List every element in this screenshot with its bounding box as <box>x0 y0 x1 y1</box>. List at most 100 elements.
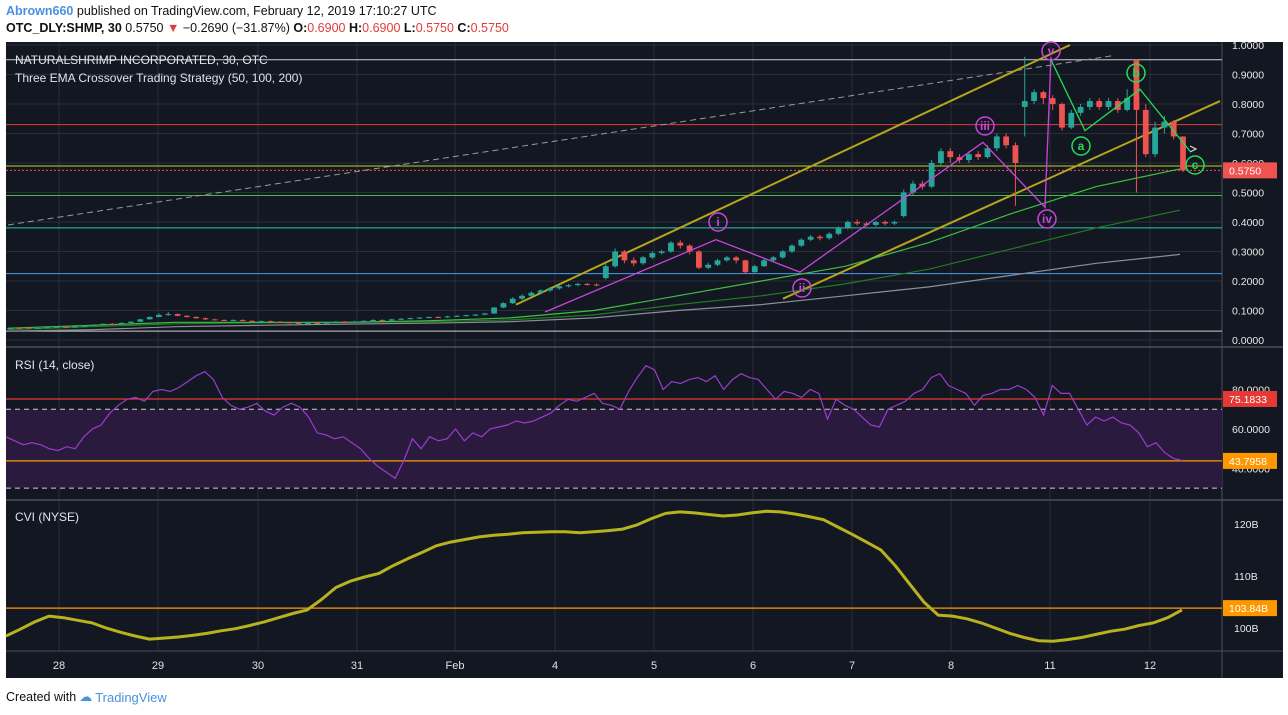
candle-14 <box>137 318 144 323</box>
candle-11 <box>109 323 116 325</box>
candle-body-46 <box>435 316 442 318</box>
candle-75 <box>705 262 712 270</box>
candle-body-45 <box>426 316 432 318</box>
wave-label-iv: iv <box>1042 212 1052 226</box>
last-price: 0.5750 <box>125 21 164 35</box>
candle-123 <box>1152 121 1158 158</box>
candle-108 <box>1012 142 1019 206</box>
cvi-last-tag <box>1223 600 1277 617</box>
candle-body-12 <box>118 322 125 325</box>
ema100-line <box>7 209 1181 331</box>
candle-38 <box>360 320 367 323</box>
candle-body-47 <box>444 316 451 318</box>
cvi-last-tag-text: 103.84B <box>1229 603 1268 615</box>
candle-93 <box>872 220 879 227</box>
candle-body-43 <box>407 318 414 320</box>
candle-41 <box>388 318 395 322</box>
candle-body-24 <box>230 319 237 321</box>
candle-body-5 <box>53 326 60 328</box>
candle-113 <box>1059 102 1065 131</box>
cvi-pane: 120B 110B 100B 103.84B <box>5 509 1277 643</box>
candle-63 <box>593 283 600 287</box>
candle-body-74 <box>696 251 702 268</box>
candle-8 <box>81 325 88 327</box>
author-link[interactable]: Abrown660 <box>6 4 74 18</box>
ema-lines <box>7 168 1181 332</box>
low-label: L: <box>403 21 416 35</box>
candle-88 <box>826 232 833 240</box>
candle-body-6 <box>62 326 69 328</box>
candle-64 <box>602 263 609 280</box>
price-tick-3: 0.7000 <box>1232 129 1264 141</box>
candle-body-57 <box>537 290 544 293</box>
candle-110 <box>1031 89 1037 104</box>
cvi-line <box>5 509 1183 643</box>
candle-body-9 <box>90 324 97 326</box>
candle-body-81 <box>761 260 767 267</box>
abc-arrow-icon <box>1189 145 1198 153</box>
candle-24 <box>230 319 237 322</box>
candle-body-33 <box>314 322 321 324</box>
candle-body-110 <box>1031 92 1037 102</box>
candle-125 <box>1170 120 1177 140</box>
candle-body-75 <box>705 264 712 268</box>
candle-body-34 <box>323 322 330 324</box>
candle-body-112 <box>1049 98 1056 104</box>
candle-body-22 <box>211 319 218 321</box>
tradingview-logo-icon: ☁ <box>79 689 93 704</box>
candle-body-35 <box>332 321 339 323</box>
candle-body-90 <box>844 222 851 228</box>
candle-17 <box>165 311 172 316</box>
candle-body-42 <box>398 318 404 320</box>
time-axis[interactable]: 28 29 30 31 Feb 4 5 6 7 8 11 12 <box>53 660 1156 672</box>
price-tick-9: 0.1000 <box>1232 306 1264 318</box>
candle-body-65 <box>612 251 619 267</box>
last-price-tag-text: 0.5750 <box>1229 165 1261 177</box>
tradingview-link[interactable]: TradingView <box>95 689 167 705</box>
candle-body-51 <box>481 313 488 315</box>
wave-path <box>544 56 1052 313</box>
candle-body-106 <box>993 136 1000 149</box>
candle-122 <box>1142 104 1149 158</box>
candle-57 <box>537 289 544 295</box>
candle-10 <box>100 323 106 325</box>
abc-path <box>1050 59 1191 152</box>
candle-73 <box>686 244 693 255</box>
ema50-line <box>7 168 1181 329</box>
date-label-1: 29 <box>152 660 164 672</box>
candle-32 <box>305 322 311 325</box>
candle-51 <box>481 312 488 316</box>
candle-body-116 <box>1087 101 1093 107</box>
rsi-band <box>6 409 1222 489</box>
candle-body-25 <box>239 319 246 321</box>
candle-18 <box>174 313 181 317</box>
candle-body-118 <box>1105 101 1112 107</box>
candle-55 <box>519 294 525 301</box>
candle-61 <box>574 282 581 287</box>
close-value: 0.5750 <box>470 21 509 35</box>
candle-43 <box>407 317 414 320</box>
candle-44 <box>416 316 423 319</box>
candle-body-39 <box>370 319 376 321</box>
rsi-upper-tag-text: 75.1833 <box>1229 394 1267 406</box>
candle-body-88 <box>826 233 833 239</box>
candle-30 <box>286 321 293 324</box>
candle-117 <box>1096 98 1103 110</box>
candle-74 <box>696 250 702 270</box>
candle-body-16 <box>156 314 162 317</box>
candle-52 <box>491 306 497 315</box>
candle-body-36 <box>342 321 349 323</box>
candle-7 <box>72 326 79 328</box>
main-price-axis[interactable]: 1.00000.90000.80000.70000.60000.50000.40… <box>1223 40 1277 347</box>
date-label-3: 31 <box>351 660 363 672</box>
indicator-title: Three EMA Crossover Trading Strategy (50… <box>15 71 302 85</box>
candle-body-73 <box>686 245 693 252</box>
candle-body-83 <box>779 251 786 258</box>
candle-body-50 <box>472 314 479 316</box>
price-tick-2: 0.8000 <box>1232 99 1264 111</box>
candle-body-103 <box>965 154 972 161</box>
candle-67 <box>630 257 637 267</box>
candle-body-0 <box>7 328 13 330</box>
